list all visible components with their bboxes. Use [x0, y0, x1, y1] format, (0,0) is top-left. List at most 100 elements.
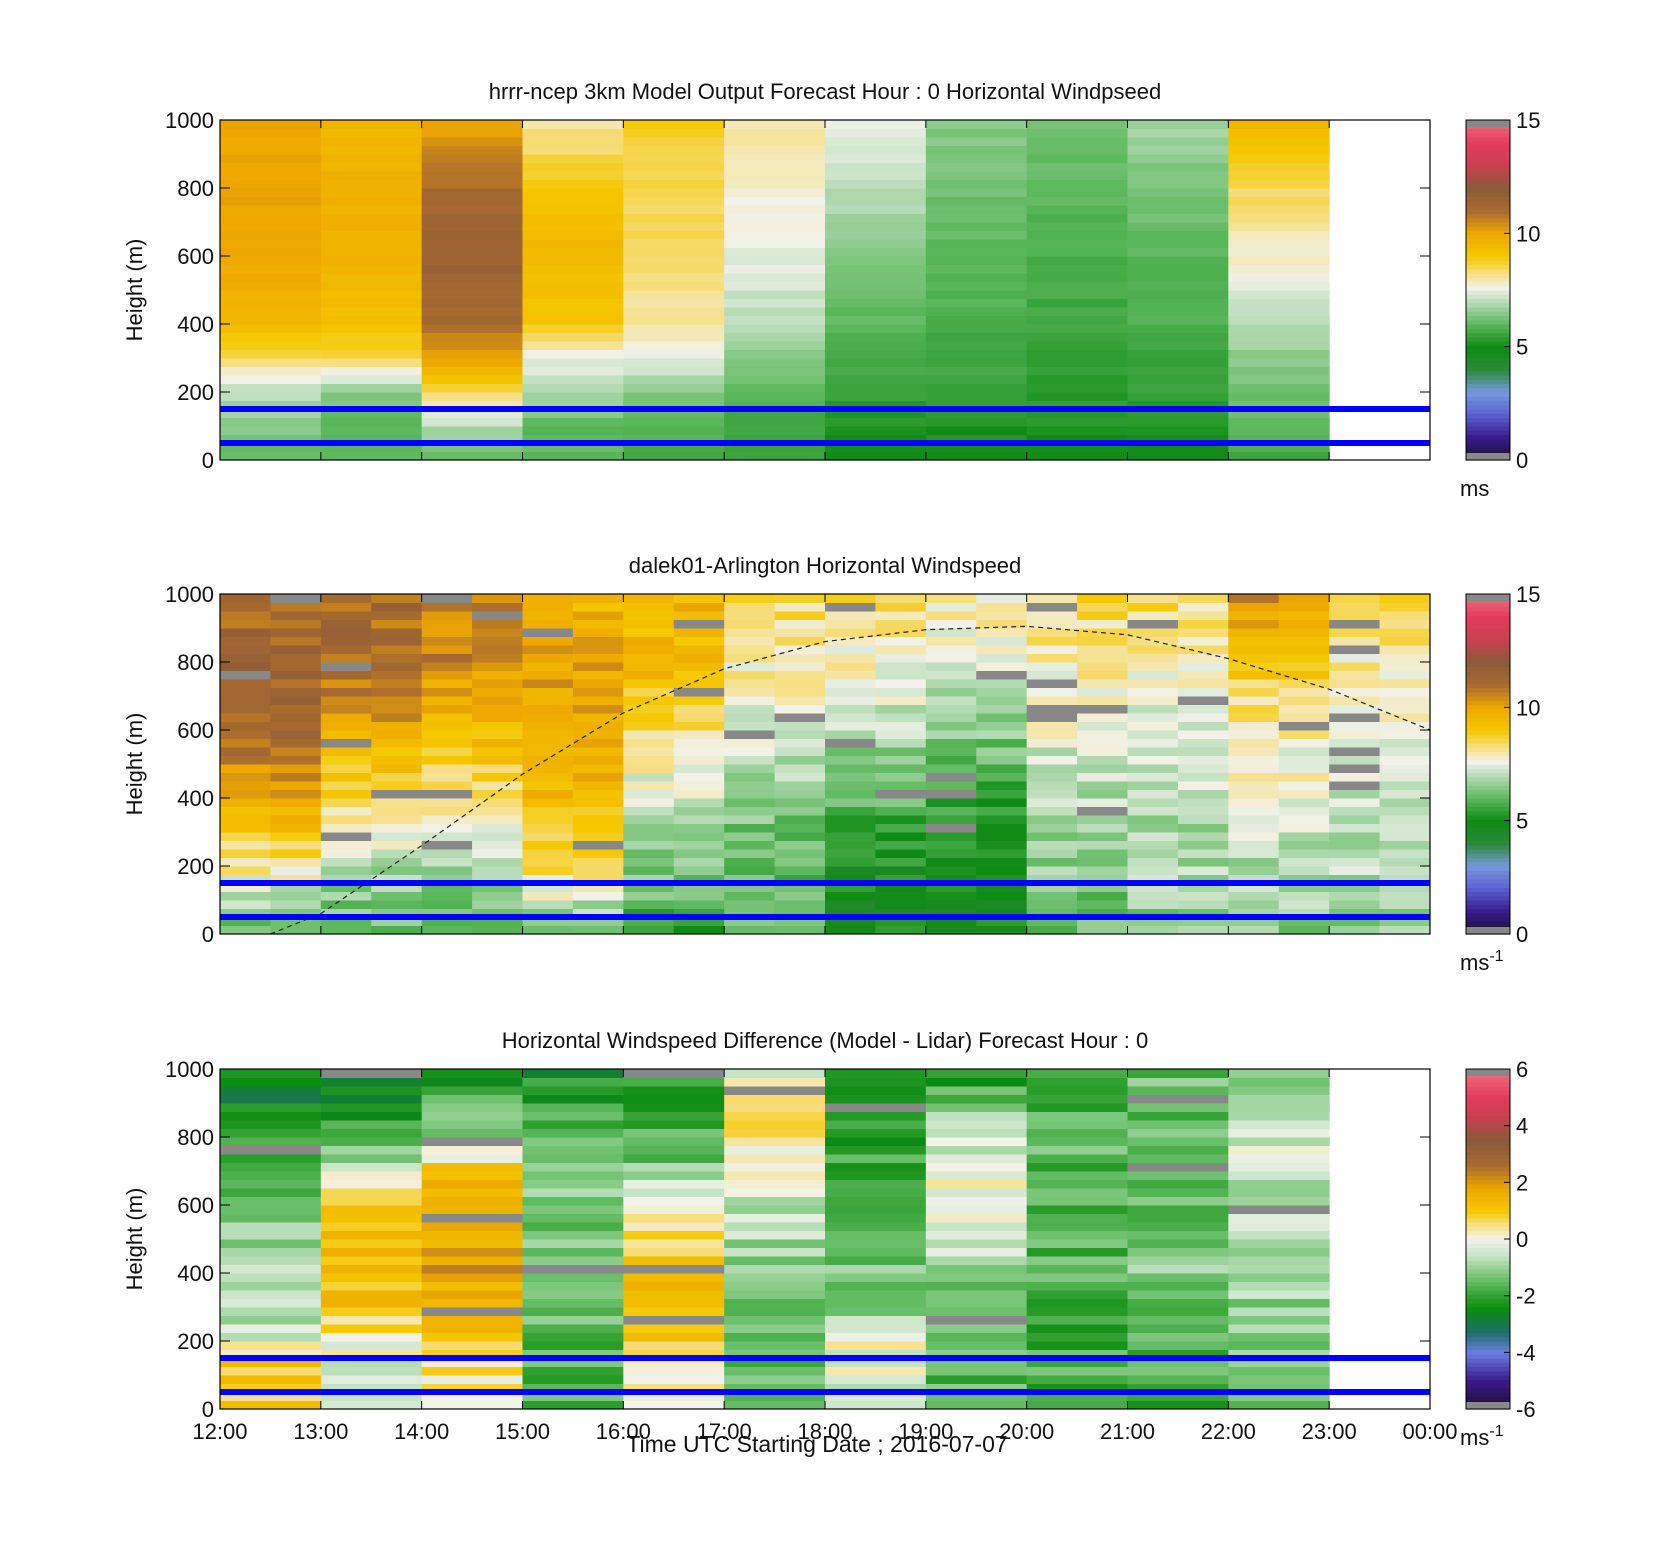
colorbar-segment — [1466, 1090, 1510, 1096]
heatmap-cell — [220, 1128, 322, 1138]
heatmap-cell — [371, 764, 423, 773]
heatmap-cell — [522, 857, 574, 867]
heatmap-cell — [925, 857, 977, 867]
heatmap-cell — [875, 662, 927, 671]
heatmap-cell — [1026, 366, 1128, 376]
heatmap-cell — [1026, 1392, 1128, 1401]
heatmap-cell — [925, 1392, 1028, 1401]
heatmap-cell — [522, 443, 624, 452]
heatmap-cell — [925, 806, 977, 816]
colorbar-segment — [1466, 1366, 1510, 1372]
colorbar-segment — [1466, 404, 1510, 410]
heatmap-cell — [572, 679, 624, 688]
heatmap-cell — [623, 602, 675, 612]
heatmap-cell — [1026, 789, 1078, 799]
heatmap-cell — [1127, 764, 1179, 773]
heatmap-cell — [925, 1154, 1028, 1163]
heatmap-cell — [1177, 849, 1229, 858]
heatmap-cell — [1228, 358, 1330, 367]
x-tick-label: 17:00 — [697, 1419, 752, 1444]
heatmap-cell — [724, 1069, 826, 1078]
heatmap-cell — [421, 883, 473, 892]
heatmap-cell — [1127, 730, 1179, 739]
heatmap-cell — [925, 451, 1028, 461]
colorbar-segment — [1466, 772, 1510, 778]
heatmap-cell — [270, 738, 322, 748]
heatmap-cell — [623, 1111, 725, 1121]
heatmap-cell — [925, 162, 1028, 172]
heatmap-cell — [1026, 307, 1128, 316]
heatmap-cell — [825, 730, 876, 739]
heatmap-cell — [724, 162, 826, 172]
colorbar-segment — [1466, 247, 1510, 253]
heatmap-cell — [724, 857, 776, 867]
heatmap-cell — [825, 281, 927, 291]
heatmap-cell — [220, 1332, 322, 1342]
heatmap-cell — [976, 730, 1028, 739]
heatmap-cell — [421, 1188, 523, 1197]
heatmap-cell — [1077, 866, 1128, 875]
heatmap-cell — [673, 747, 725, 756]
heatmap-cell — [220, 636, 271, 646]
heatmap-cell — [673, 849, 725, 858]
heatmap-cell — [774, 636, 826, 646]
heatmap-cell — [320, 602, 372, 612]
colorbar-segment — [1466, 802, 1510, 808]
heatmap-cell — [1228, 179, 1330, 189]
heatmap-cell — [1329, 738, 1381, 748]
heatmap-cell — [825, 1171, 927, 1180]
heatmap-cell — [220, 713, 271, 722]
heatmap-cell — [623, 239, 725, 248]
heatmap-cell — [875, 823, 927, 833]
heatmap-cell — [1177, 636, 1229, 646]
heatmap-cell — [522, 298, 624, 308]
heatmap-cell — [1278, 764, 1330, 773]
heatmap-cell — [320, 375, 423, 384]
colorbar-segment — [1466, 294, 1510, 300]
heatmap-cell — [421, 696, 473, 705]
colorbar-segment — [1466, 713, 1510, 718]
heatmap-cell — [220, 426, 322, 435]
heatmap-cell — [270, 832, 322, 841]
heatmap-cell — [925, 409, 1028, 418]
heatmap-cell — [623, 290, 725, 299]
heatmap-cell — [623, 1281, 725, 1291]
heatmap-cell — [724, 1145, 826, 1155]
heatmap-cell — [220, 832, 271, 841]
heatmap-cell — [925, 196, 1028, 206]
heatmap-cell — [1379, 662, 1431, 671]
heatmap-cell — [421, 772, 473, 782]
heatmap-cell — [1228, 874, 1280, 884]
heatmap-cell — [724, 434, 826, 444]
y-tick-label: 800 — [177, 1125, 214, 1150]
heatmap-cell — [774, 713, 826, 722]
colorbar-tick-label: 0 — [1516, 1227, 1528, 1252]
heatmap-cell — [1379, 670, 1431, 680]
heatmap-cell — [925, 426, 1028, 435]
heatmap-cell — [320, 247, 423, 257]
heatmap-cell — [1329, 900, 1381, 909]
heatmap-cell — [421, 619, 473, 629]
heatmap-cell — [825, 213, 927, 223]
colorbar-segment — [1466, 611, 1510, 616]
heatmap-cell — [1026, 1111, 1128, 1121]
heatmap-cell — [673, 738, 725, 748]
heatmap-cell — [1278, 815, 1330, 824]
heatmap-cell — [1127, 1375, 1229, 1384]
heatmap-cell — [724, 883, 776, 892]
heatmap-cell — [522, 866, 574, 875]
heatmap-cell — [320, 806, 372, 816]
heatmap-cell — [220, 1392, 322, 1401]
heatmap-cell — [1026, 594, 1078, 603]
heatmap-cell — [1026, 1315, 1128, 1325]
heatmap-cell — [1026, 1256, 1128, 1265]
heatmap-cell — [1228, 857, 1280, 867]
heatmap-cell — [1177, 917, 1229, 926]
heatmap-cell — [472, 789, 523, 799]
heatmap-cell — [1026, 137, 1128, 146]
colorbar-segment — [1466, 171, 1510, 176]
heatmap-cell — [1026, 179, 1128, 189]
heatmap-cell — [673, 789, 725, 799]
heatmap-cell — [774, 679, 826, 688]
heatmap-cell — [825, 222, 927, 231]
